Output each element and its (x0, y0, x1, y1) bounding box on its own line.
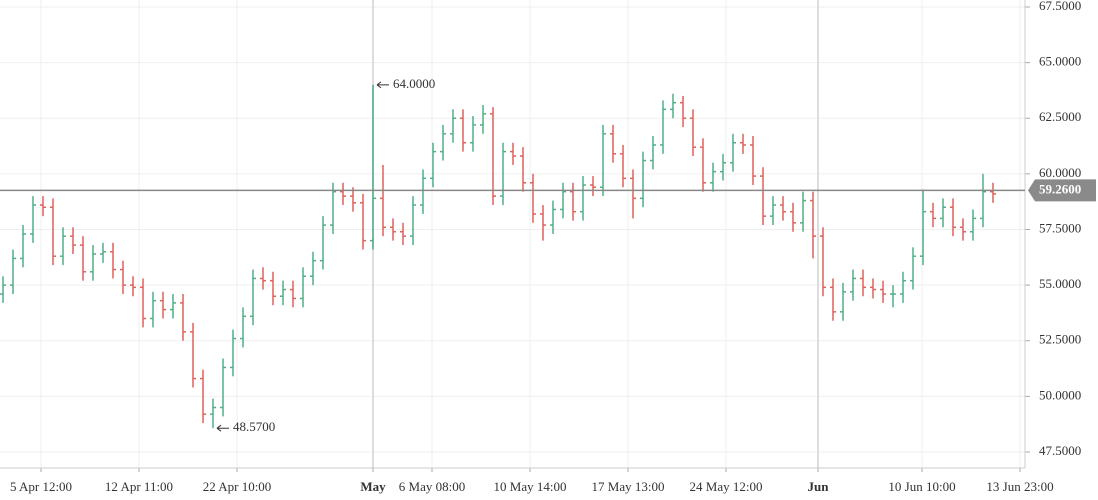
x-tick-label: 5 Apr 12:00 (10, 479, 72, 494)
y-tick-label: 60.0000 (1039, 165, 1081, 180)
x-tick-label: 17 May 13:00 (592, 479, 665, 494)
annotation-arrow (376, 81, 389, 89)
x-tick-label: 24 May 12:00 (690, 479, 763, 494)
y-tick-label: 52.5000 (1039, 332, 1081, 347)
y-tick-label: 67.5000 (1039, 0, 1081, 13)
y-tick-label: 55.0000 (1039, 276, 1081, 291)
y-tick-label: 57.5000 (1039, 220, 1081, 235)
last-price-label: 59.2600 (1039, 181, 1081, 196)
x-tick-label: May (360, 479, 386, 494)
y-tick-label: 50.0000 (1039, 387, 1081, 402)
y-tick-label: 47.5000 (1039, 443, 1081, 458)
x-tick-label: 10 May 14:00 (494, 479, 567, 494)
x-tick-label: 22 Apr 10:00 (203, 479, 272, 494)
x-tick-label: 6 May 08:00 (399, 479, 465, 494)
x-tick-label: 10 Jun 10:00 (888, 479, 955, 494)
last-price-box (1028, 179, 1096, 202)
annotation-label: 64.0000 (393, 76, 435, 91)
y-tick-label: 65.0000 (1039, 54, 1081, 69)
x-tick-label: 13 Jun 23:00 (986, 479, 1053, 494)
y-tick-label: 62.5000 (1039, 109, 1081, 124)
annotation-arrow (216, 424, 229, 432)
x-tick-label: 12 Apr 11:00 (105, 479, 173, 494)
annotation-label: 48.5700 (233, 419, 275, 434)
x-tick-label: Jun (808, 479, 830, 494)
